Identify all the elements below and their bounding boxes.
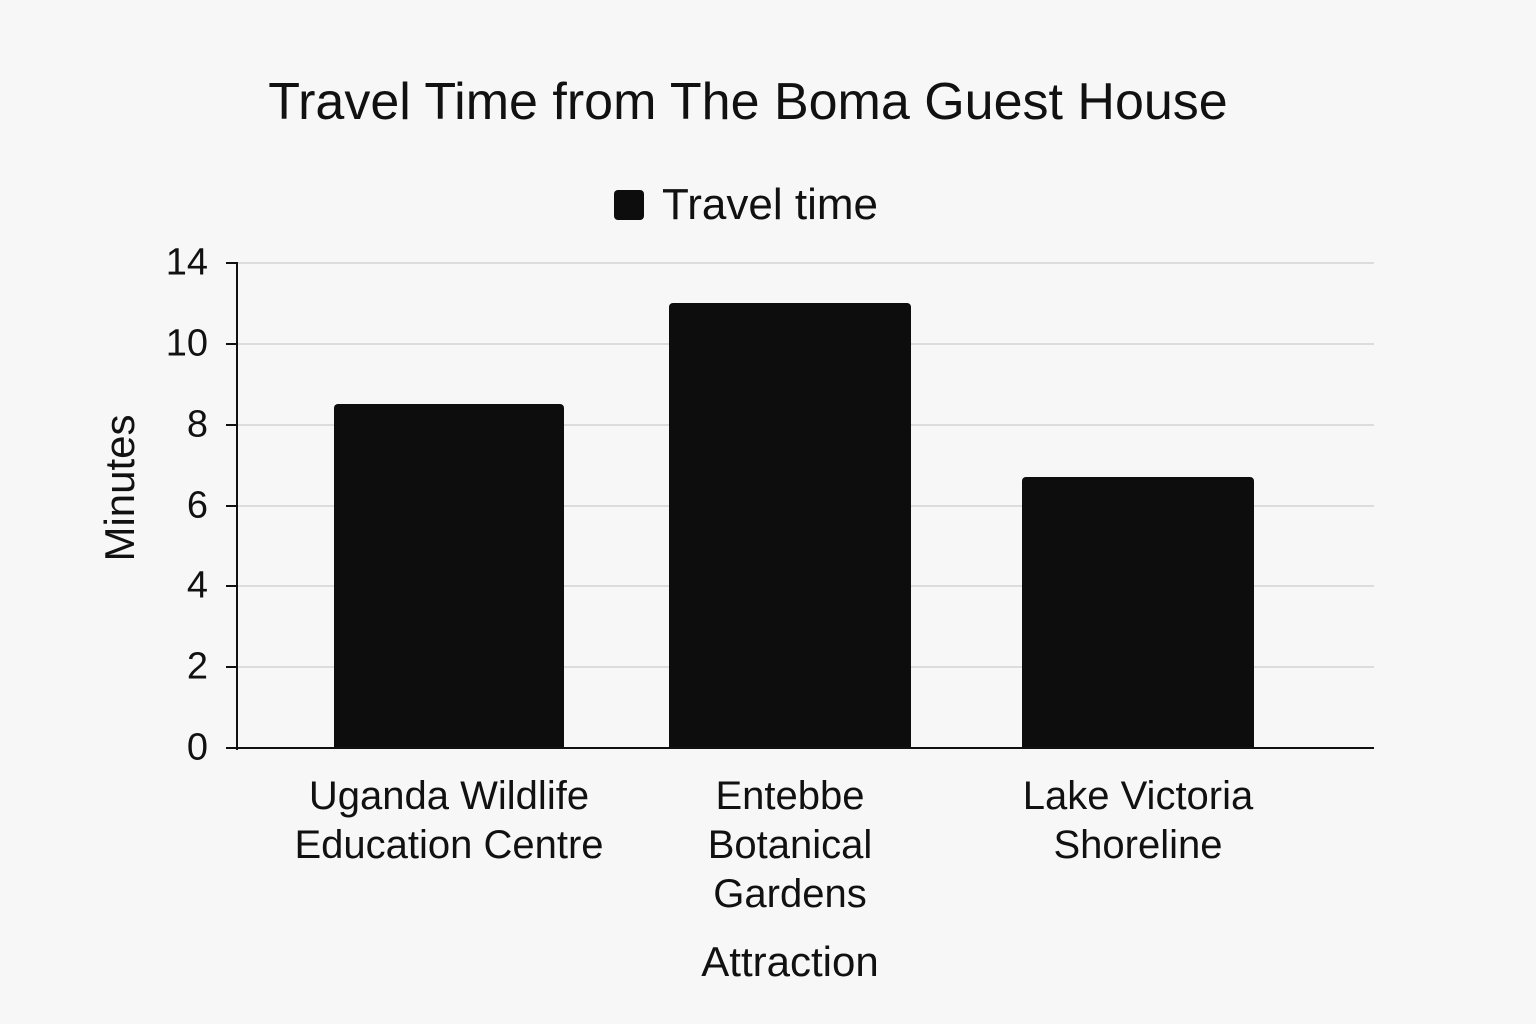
x-tick-label: Entebbe Botanical Gardens <box>707 774 873 916</box>
y-tick-label: 0 <box>186 726 208 769</box>
y-tick-mark <box>226 504 238 507</box>
y-tick-mark <box>226 747 238 749</box>
legend: Travel time <box>614 180 878 230</box>
y-tick-mark <box>226 666 238 669</box>
y-tick-label: 4 <box>186 564 208 607</box>
gridline <box>238 262 1374 264</box>
y-tick-mark <box>226 423 238 426</box>
x-axis-title: Attraction <box>701 938 879 985</box>
y-tick-label: 8 <box>186 403 208 446</box>
x-tick-label: Uganda Wildlife Education Centre <box>294 774 604 867</box>
chart-title: Travel Time from The Boma Guest House <box>268 73 1228 131</box>
y-tick-label: 6 <box>186 484 208 526</box>
y-tick-mark <box>226 585 238 588</box>
x-axis-line <box>226 747 1374 749</box>
y-tick-label: 14 <box>165 241 208 284</box>
bar <box>334 404 564 748</box>
y-tick-mark <box>226 262 238 264</box>
plot-area <box>238 262 1374 748</box>
y-axis-title: Minutes <box>96 414 143 562</box>
legend-label: Travel time <box>662 180 878 229</box>
legend-swatch-icon <box>614 190 644 220</box>
x-tick-label: Lake Victoria Shoreline <box>1022 774 1254 867</box>
y-tick-mark <box>226 342 238 345</box>
bar <box>669 303 911 748</box>
y-tick-label: 2 <box>186 645 208 688</box>
bar <box>1022 477 1254 748</box>
y-axis-line <box>236 263 238 750</box>
y-tick-label: 10 <box>165 322 208 365</box>
